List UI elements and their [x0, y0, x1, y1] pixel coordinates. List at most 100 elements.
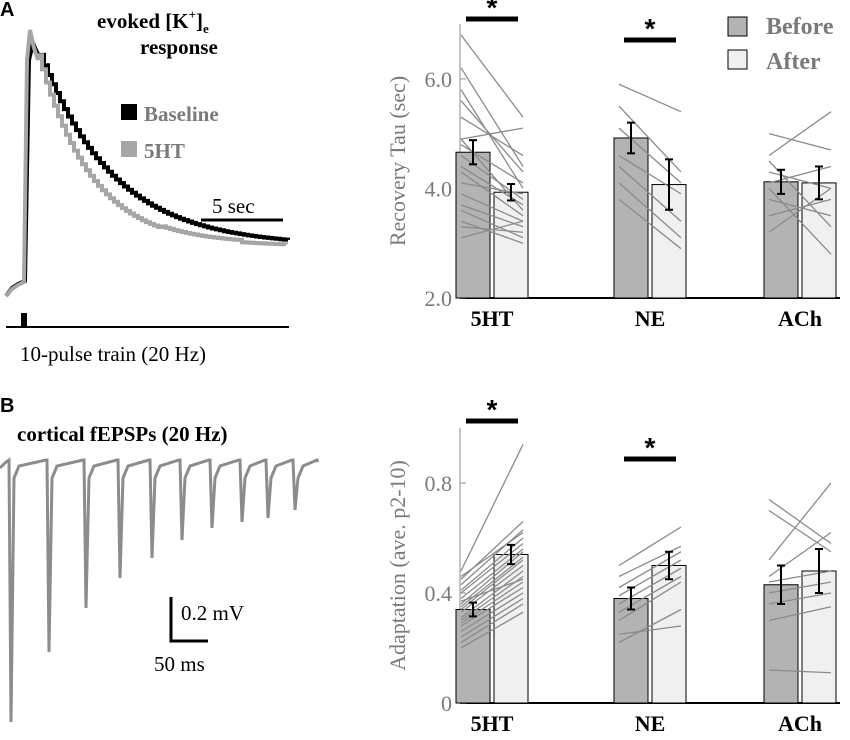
paired-line	[618, 83, 682, 113]
stimulus-marker	[21, 313, 27, 326]
trace-a-title-sub: e	[203, 21, 209, 36]
paired-line	[460, 548, 524, 600]
paired-line	[460, 34, 524, 118]
5ht-trace	[4, 29, 288, 298]
legend-label-after: After	[766, 49, 821, 75]
trace-b-scale-x-label: 50 ms	[154, 652, 205, 676]
paired-line	[460, 220, 524, 244]
trace-b-title: cortical fEPSPs (20 Hz)	[17, 422, 228, 446]
paired-line	[460, 556, 524, 608]
paired-line	[768, 482, 832, 561]
bar-before-ne	[613, 598, 649, 704]
paired-line	[618, 127, 682, 184]
x-tick-label-ach: ACh	[778, 711, 822, 736]
x-tick-label-5ht: 5HT	[471, 711, 514, 736]
x-tick-label-5ht: 5HT	[471, 306, 514, 331]
paired-line	[618, 559, 682, 597]
paired-line	[768, 669, 832, 674]
paired-line	[618, 567, 682, 605]
paired-line	[460, 551, 524, 605]
paired-line	[460, 570, 524, 619]
paired-line	[460, 592, 524, 633]
paired-line	[768, 581, 832, 594]
paired-line	[768, 606, 832, 622]
x-tick-label-ach: ACh	[778, 306, 822, 331]
paired-line	[460, 182, 524, 195]
bar-after-ne	[651, 565, 687, 704]
paired-line	[768, 171, 832, 190]
significance-star: *	[645, 13, 656, 44]
paired-line	[618, 526, 682, 567]
paired-line	[460, 127, 524, 140]
paired-line	[460, 529, 524, 586]
y-tick-label: 2.0	[425, 286, 453, 311]
legend-swatch-before	[727, 16, 748, 37]
paired-line	[618, 165, 682, 222]
paired-line	[768, 111, 832, 157]
paired-line	[768, 187, 832, 255]
trace-a-title-line1: evoked [K+]e	[97, 7, 209, 36]
paired-line	[618, 581, 682, 622]
paired-line	[618, 625, 682, 635]
paired-line	[460, 611, 524, 649]
paired-line	[460, 204, 524, 228]
paired-line	[460, 220, 524, 239]
y-tick-label: 0.4	[425, 581, 453, 606]
legend-swatch-after	[727, 49, 748, 70]
paired-line	[618, 182, 682, 239]
paired-line	[618, 608, 682, 644]
paired-line	[618, 198, 682, 250]
panel-b-label: B	[0, 395, 14, 417]
significance-star: *	[645, 432, 656, 463]
paired-line	[460, 586, 524, 627]
paired-line	[460, 171, 524, 217]
significance-star: *	[487, 0, 498, 23]
paired-line	[460, 67, 524, 167]
x-tick-label-ne: NE	[635, 711, 666, 736]
baseline-trace	[4, 36, 290, 298]
y-tick-label: 4.0	[425, 176, 453, 201]
paired-line	[768, 570, 832, 583]
stimulus-label: 10-pulse train (20 Hz)	[20, 342, 206, 366]
y-axis-label: Adaptation (ave. p2-10)	[385, 460, 410, 671]
trace-a-title-line2: response	[140, 35, 218, 59]
paired-line	[768, 160, 832, 228]
fepsp-trace	[0, 457, 320, 723]
paired-line	[768, 198, 832, 217]
trace-b-scale-bar	[169, 597, 208, 643]
paired-line	[618, 105, 682, 173]
paired-line	[460, 597, 524, 638]
trace-a-title: evoked [K+]e response	[97, 7, 218, 59]
trace-a-scale-label: 5 sec	[212, 194, 255, 218]
y-tick-label: 0.8	[425, 471, 453, 496]
legend-swatch-5ht	[121, 141, 137, 157]
paired-line	[460, 89, 524, 189]
paired-line	[460, 603, 524, 644]
significance-star: *	[487, 394, 498, 425]
paired-line	[768, 509, 832, 553]
paired-line	[460, 138, 524, 211]
paired-line	[768, 592, 832, 605]
paired-line	[460, 209, 524, 239]
paired-line	[618, 575, 682, 613]
paired-line	[460, 578, 524, 602]
paired-line	[768, 187, 832, 233]
legend-label-baseline: Baseline	[144, 102, 219, 126]
y-tick-label: 0	[441, 691, 452, 716]
paired-line	[618, 551, 682, 589]
legend-label-5ht: 5HT	[144, 139, 185, 163]
paired-line	[768, 132, 832, 151]
trace-b-scale-y-label: 0.2 mV	[181, 601, 244, 625]
paired-line	[460, 531, 524, 578]
panel-a-label: A	[0, 0, 14, 21]
paired-line	[460, 193, 524, 222]
y-axis-label: Recovery Tau (sec)	[385, 76, 410, 246]
adaptation-chart: 0 0.4 0.8 Adaptation (ave. p2-10) 5HT NE ACh * *	[385, 394, 840, 736]
paired-line	[460, 559, 524, 611]
trace-a-title-sup: +	[189, 7, 196, 22]
paired-line	[460, 116, 524, 157]
paired-line	[460, 575, 524, 622]
paired-line	[460, 542, 524, 594]
y-tick-label: 6.0	[425, 67, 453, 92]
